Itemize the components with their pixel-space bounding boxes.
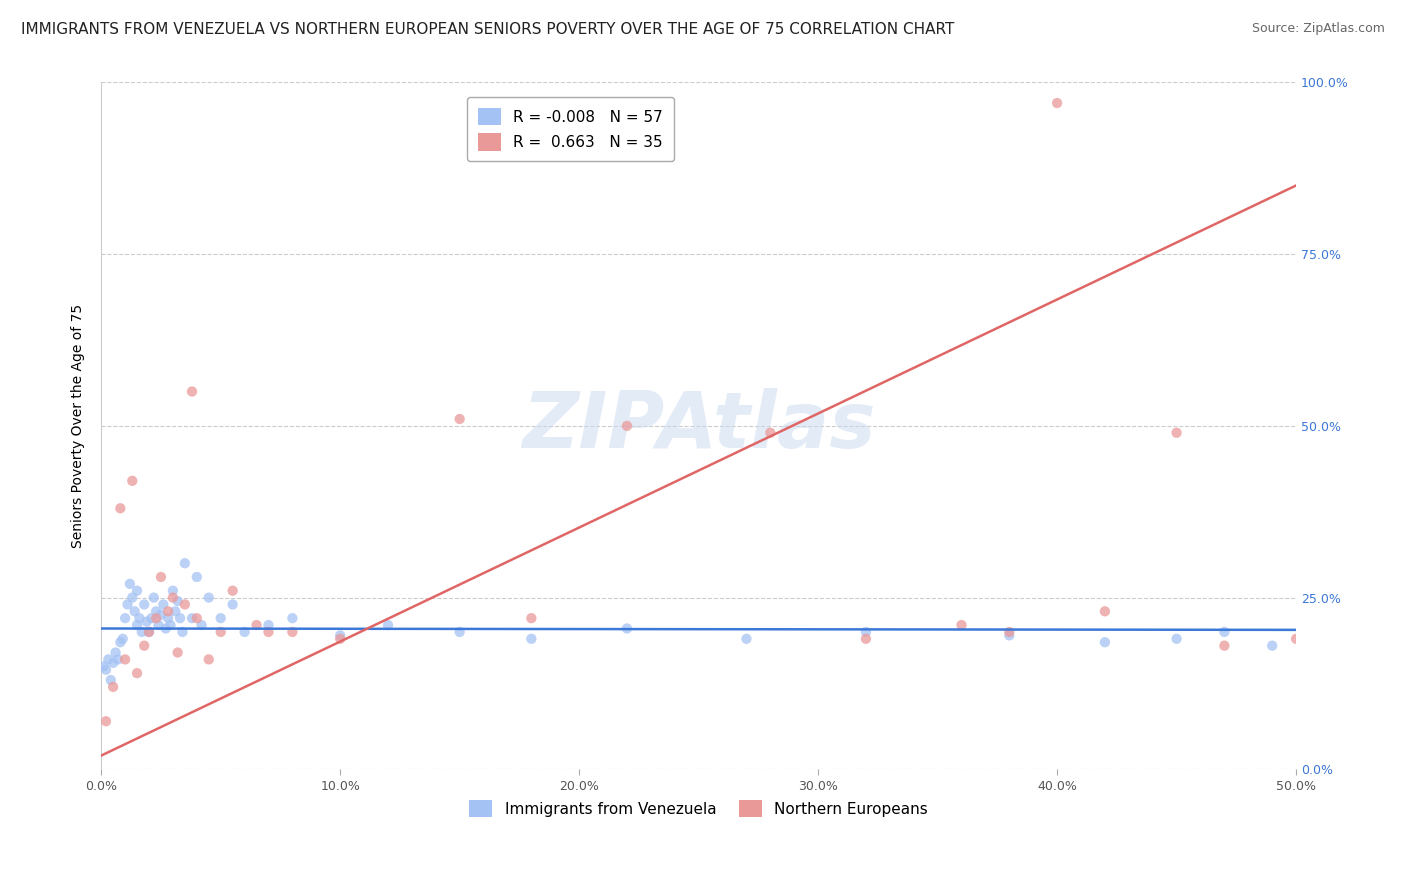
Point: [257, 624, 280, 639]
Point: [209, 611, 232, 625]
Point: [197, 591, 219, 605]
Point: [1166, 632, 1188, 646]
Point: [110, 501, 132, 516]
Point: [157, 611, 180, 625]
Point: [162, 583, 184, 598]
Point: [169, 611, 191, 625]
Point: [186, 570, 208, 584]
Point: [142, 591, 165, 605]
Point: [735, 632, 758, 646]
Point: [281, 611, 304, 625]
Point: [449, 624, 471, 639]
Point: [616, 622, 638, 636]
Point: [155, 622, 177, 636]
Point: [114, 652, 136, 666]
Text: Source: ZipAtlas.com: Source: ZipAtlas.com: [1251, 22, 1385, 36]
Point: [149, 570, 172, 584]
Point: [101, 680, 124, 694]
Point: [117, 598, 139, 612]
Point: [114, 611, 136, 625]
Y-axis label: Seniors Poverty Over the Age of 75: Seniors Poverty Over the Age of 75: [72, 304, 86, 548]
Point: [197, 652, 219, 666]
Point: [1046, 96, 1069, 111]
Point: [134, 598, 156, 612]
Point: [1285, 632, 1308, 646]
Point: [145, 604, 167, 618]
Text: ZIPAtlas: ZIPAtlas: [522, 388, 876, 464]
Point: [1213, 624, 1236, 639]
Point: [233, 624, 256, 639]
Point: [149, 607, 172, 622]
Point: [245, 618, 267, 632]
Point: [138, 624, 160, 639]
Point: [121, 474, 143, 488]
Point: [125, 666, 148, 681]
Point: [157, 604, 180, 618]
Point: [998, 624, 1021, 639]
Point: [135, 615, 157, 629]
Point: [181, 611, 204, 625]
Point: [998, 628, 1021, 642]
Point: [449, 412, 471, 426]
Point: [181, 384, 204, 399]
Point: [128, 611, 150, 625]
Point: [950, 618, 973, 632]
Point: [100, 673, 122, 687]
Point: [166, 594, 188, 608]
Point: [118, 577, 141, 591]
Point: [173, 598, 195, 612]
Point: [221, 583, 243, 598]
Point: [141, 611, 163, 625]
Text: IMMIGRANTS FROM VENEZUELA VS NORTHERN EUROPEAN SENIORS POVERTY OVER THE AGE OF 7: IMMIGRANTS FROM VENEZUELA VS NORTHERN EU…: [21, 22, 955, 37]
Point: [855, 624, 877, 639]
Point: [94, 663, 117, 677]
Point: [173, 556, 195, 570]
Point: [162, 591, 184, 605]
Point: [855, 632, 877, 646]
Point: [138, 624, 160, 639]
Point: [104, 646, 127, 660]
Point: [94, 714, 117, 729]
Point: [221, 598, 243, 612]
Point: [520, 611, 543, 625]
Point: [186, 611, 208, 625]
Point: [131, 624, 153, 639]
Point: [257, 618, 280, 632]
Point: [165, 604, 187, 618]
Point: [97, 652, 120, 666]
Point: [111, 632, 134, 646]
Point: [1213, 639, 1236, 653]
Point: [377, 618, 399, 632]
Point: [209, 624, 232, 639]
Legend: Immigrants from Venezuela, Northern Europeans: Immigrants from Venezuela, Northern Euro…: [463, 794, 934, 823]
Point: [329, 632, 352, 646]
Point: [145, 611, 167, 625]
Point: [134, 639, 156, 653]
Point: [166, 646, 188, 660]
Point: [520, 632, 543, 646]
Point: [124, 604, 146, 618]
Point: [616, 418, 638, 433]
Point: [329, 628, 352, 642]
Point: [125, 618, 148, 632]
Point: [759, 425, 782, 440]
Point: [148, 618, 170, 632]
Point: [152, 598, 174, 612]
Point: [101, 656, 124, 670]
Point: [1261, 639, 1284, 653]
Point: [1166, 425, 1188, 440]
Point: [281, 624, 304, 639]
Point: [121, 591, 143, 605]
Point: [1094, 635, 1116, 649]
Point: [190, 618, 212, 632]
Point: [110, 635, 132, 649]
Point: [159, 618, 181, 632]
Point: [107, 652, 129, 666]
Point: [172, 624, 194, 639]
Point: [1094, 604, 1116, 618]
Point: [93, 659, 115, 673]
Point: [125, 583, 148, 598]
